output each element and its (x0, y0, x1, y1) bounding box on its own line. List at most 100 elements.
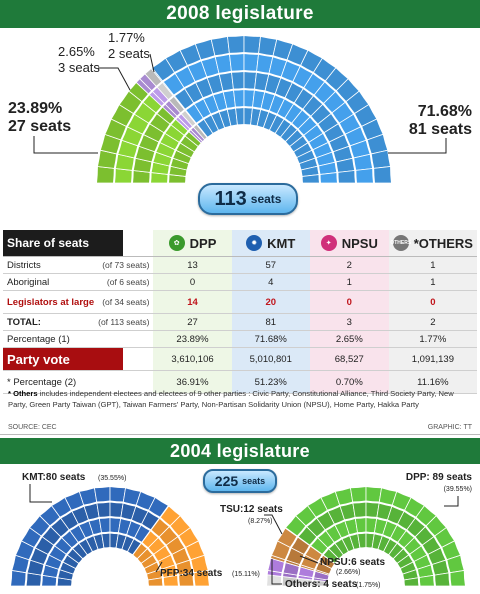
seat-2008-seat-dpp (114, 168, 133, 184)
seat-2004-seat-kmt (98, 517, 111, 533)
label-npsu-percent: 2.65% (58, 44, 95, 59)
seat-2004-seat-kmt (10, 569, 27, 587)
label-2004-dpp: DPP: 89 seats (406, 472, 473, 483)
party-header-dpp: ✿ DPP (157, 235, 227, 251)
title-2004: 2004 legislature (170, 440, 310, 461)
footnote-text: includes independent electees and electe… (8, 389, 454, 409)
title-2008: 2008 legislature (166, 3, 314, 24)
seat-2008-seat-kmt (231, 71, 245, 90)
seat-2008-seat-kmt (355, 168, 374, 184)
leader-2004-pfp (155, 561, 163, 573)
row-label: TOTAL: (7, 316, 41, 328)
seat-2004-seat-pfp (163, 574, 179, 587)
row-sub: (of 6 seats) (106, 276, 150, 287)
label-dpp-percent: 23.89% (8, 100, 62, 117)
cell-others: 1.77% (388, 330, 477, 348)
footnote-bold: * Others (8, 389, 38, 398)
graphic-credit: GRAPHIC: TT (427, 424, 472, 431)
source-credit: SOURCE: CEC (8, 424, 57, 431)
cell-dpp: 0 (153, 273, 232, 291)
table-row: Aboriginal (of 6 seats) 0 4 1 1 (3, 273, 477, 291)
label-2004-others: Others: 4 seats (285, 579, 358, 590)
seat-2004-seat-group-kmt (10, 486, 170, 587)
seat-2008-seat-kmt (229, 53, 245, 72)
total-seats-2008-unit: seats (250, 192, 282, 206)
seat-2004-seat-kmt (109, 486, 127, 503)
label-2004-tsu-percent: (8.27%) (248, 518, 273, 525)
leader-dpp (33, 136, 98, 154)
seat-2008-seat-kmt (243, 35, 261, 54)
party-header-others: OTHERS *OTHERS (390, 235, 473, 251)
cell-dpp: 13 (153, 256, 232, 274)
label-2004-npsu-percent: (2.66%) (336, 569, 361, 576)
row-label: * Percentage (2) (3, 370, 154, 394)
cell-kmt: 5,010,801 (231, 347, 310, 371)
cell-npsu: 2.65% (309, 330, 389, 348)
label-2004-kmt-percent: (35.55%) (98, 475, 126, 482)
label-2004-pfp: PFP:34 seats (160, 568, 223, 579)
label-kmt-percent: 71.68% (418, 103, 472, 120)
label-2004-others-percent: (1.75%) (356, 582, 381, 589)
seat-2004-seat-dpp (354, 517, 367, 533)
title-2008-banner: 2008 legislature (0, 0, 480, 28)
row-label: Percentage (1) (3, 330, 154, 348)
cell-others: 2 (388, 313, 477, 331)
seat-2008-seat-kmt (319, 172, 338, 184)
party-vote-label: Party vote (3, 347, 124, 371)
dpp-logo-icon: ✿ (168, 235, 185, 251)
cell-dpp: 23.89% (153, 330, 232, 348)
total-seats-2008-value: 113 (214, 187, 247, 210)
percentage2-row: * Percentage (2) 36.91% 51.23% 0.70% 11.… (3, 370, 477, 394)
cell-others: 11.16% (388, 370, 477, 394)
seat-2004-seat-group-dpp (284, 486, 466, 587)
footnote: * Others includes independent electees a… (8, 388, 474, 410)
leader-2004-npsu (299, 555, 319, 564)
seat-2008-seat-kmt (210, 36, 230, 57)
row-label: Districts (7, 259, 41, 271)
table-row: Legislators at large (of 34 seats) 14 20 … (3, 290, 477, 314)
cell-dpp: 3,610,106 (153, 347, 232, 371)
seat-2004-seat-kmt (96, 501, 111, 518)
cell-kmt: 4 (231, 273, 310, 291)
party-header-kmt: ✹ KMT (236, 235, 306, 251)
table-row: Districts (of 73 seats) 13 57 2 1 (3, 256, 477, 274)
seat-2008-seat-group-dpp (96, 81, 202, 184)
seat-2008-seat-kmt (233, 89, 245, 108)
label-others-seats: 2 seats (108, 46, 150, 61)
cell-npsu: 1 (309, 273, 389, 291)
others-logo-icon: OTHERS (390, 235, 411, 251)
leader-2004-tsu (264, 514, 283, 535)
section-divider (0, 434, 480, 435)
title-2004-banner: 2004 legislature (0, 438, 480, 464)
label-others-percent: 1.77% (108, 30, 145, 45)
seat-2004-seat-dpp (403, 577, 420, 587)
label-2004-dpp-percent: (39.55%) (444, 486, 472, 493)
share-of-seats-title: Share of seats (3, 230, 124, 257)
seat-2004-seat-group-pfp (132, 505, 210, 587)
seat-2004-seat-pfp (193, 569, 210, 587)
cell-others: 1 (388, 273, 477, 291)
seat-2008-seat-kmt (235, 107, 245, 126)
kmt-logo-icon: ✹ (246, 235, 263, 251)
seat-2004-seat-dpp (434, 572, 451, 587)
seat-2008-seat-kmt (227, 35, 245, 54)
seat-2008-seat-dpp (96, 166, 115, 184)
seat-2004-seat-dpp (419, 574, 435, 587)
cell-kmt: 71.68% (231, 330, 310, 348)
cell-dpp: 14 (153, 290, 232, 314)
seat-2004-seat-pfp (147, 577, 164, 587)
cell-npsu: 0 (309, 290, 389, 314)
share-of-seats-table: Share of seats ✿ DPP ✹ KMT ✦ NPSU OTHERS… (3, 230, 477, 394)
total-seats-2004-value: 225 (214, 473, 239, 489)
cell-others: 0 (388, 290, 477, 314)
row-label: Aboriginal (7, 276, 50, 288)
cell-npsu: 2 (309, 256, 389, 274)
seat-2008-seat-group-npsu (135, 73, 206, 144)
row-label: Legislators at large (7, 296, 95, 308)
leader-2004-others (271, 559, 282, 585)
label-2004-tsu: TSU:12 seats (220, 504, 283, 515)
leader-2004-dpp (444, 496, 459, 507)
cell-kmt: 51.23% (231, 370, 310, 394)
label-dpp-seats: 27 seats (8, 118, 71, 135)
cell-others: 1,091,139 (388, 347, 477, 371)
